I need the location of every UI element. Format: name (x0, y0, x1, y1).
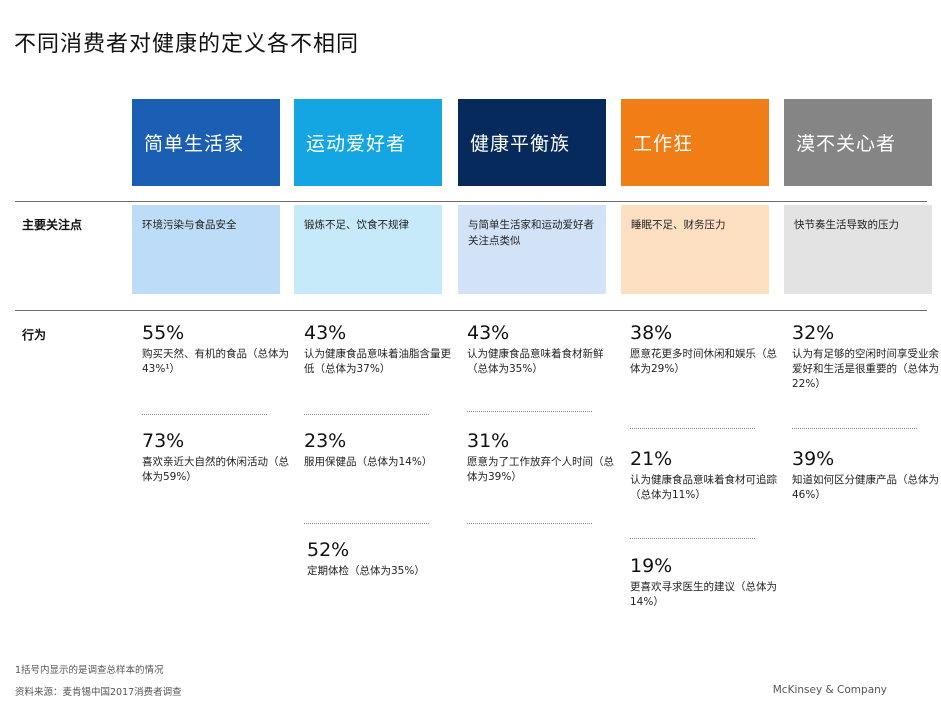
row-divider (15, 201, 927, 202)
column-header-indifferent: 漠不关心者 (784, 99, 932, 186)
stat-description: 认为健康食品意味着食材新鲜（总体为35%） (467, 348, 604, 375)
stat-description: 知道如何区分健康产品（总体为46%） (792, 474, 939, 501)
focus-box-indifferent: 快节奏生活导致的压力 (784, 205, 932, 294)
stat-description: 认为有足够的空闲时间享受业余爱好和生活是很重要的（总体为22%） (792, 348, 939, 390)
stat-divider (630, 428, 755, 429)
stat-divider (630, 538, 755, 539)
stat-percent: 52% (307, 539, 350, 561)
column-header-label: 工作狂 (633, 133, 694, 155)
stat-description: 购买天然、有机的食品（总体为43%¹） (142, 348, 289, 375)
stat-description: 认为健康食品意味着油脂含量更低（总体为37%） (304, 348, 451, 375)
column-header-sports-lover: 运动爱好者 (294, 99, 442, 186)
stat-divider (304, 414, 429, 415)
stat-percent: 23% (304, 430, 347, 452)
stat-percent: 32% (792, 322, 835, 344)
stat-block: 55% 购买天然、有机的食品（总体为43%¹） (142, 322, 292, 377)
row-divider (15, 310, 927, 311)
stat-block: 21% 认为健康食品意味着食材可追踪（总体为11%） (630, 448, 780, 503)
source-note: 资料来源：麦肯锡中国2017消费者调查 (15, 687, 182, 698)
column-header-simple-lifer: 简单生活家 (132, 99, 280, 186)
stat-description: 服用保健品（总体为14%） (304, 456, 433, 468)
stat-block: 31% 愿意为了工作放弃个人时间（总体为39%） (467, 430, 617, 485)
stat-percent: 19% (630, 555, 673, 577)
column-header-label: 简单生活家 (144, 133, 245, 155)
stat-description: 更喜欢寻求医生的建议（总体为14%） (630, 581, 777, 608)
column-header-label: 运动爱好者 (306, 133, 407, 155)
footnote: 1括号内显示的是调查总样本的情况 (15, 665, 164, 676)
focus-box-simple-lifer: 环境污染与食品安全 (132, 205, 280, 294)
focus-box-sports-lover: 锻炼不足、饮食不规律 (294, 205, 442, 294)
page-title: 不同消费者对健康的定义各不相同 (14, 32, 360, 57)
stat-divider (142, 414, 267, 415)
column-header-balanced: 健康平衡族 (458, 99, 606, 186)
stat-divider (792, 428, 917, 429)
stat-block: 23% 服用保健品（总体为14%） (304, 430, 454, 470)
stat-description: 定期体检（总体为35%） (307, 565, 425, 577)
stat-percent: 31% (467, 430, 510, 452)
stat-percent: 43% (304, 322, 347, 344)
stat-description: 愿意为了工作放弃个人时间（总体为39%） (467, 456, 614, 483)
column-header-label: 漠不关心者 (796, 133, 897, 155)
stat-block: 52% 定期体检（总体为35%） (307, 539, 457, 579)
stat-description: 认为健康食品意味着食材可追踪（总体为11%） (630, 474, 777, 501)
stat-block: 38% 愿意花更多时间休闲和娱乐（总体为29%） (630, 322, 780, 377)
stat-percent: 38% (630, 322, 673, 344)
stat-divider (467, 411, 592, 412)
stat-percent: 39% (792, 448, 835, 470)
stat-block: 73% 喜欢亲近大自然的休闲活动（总体为59%） (142, 430, 292, 485)
stat-block: 39% 知道如何区分健康产品（总体为46%） (792, 448, 941, 503)
focus-box-balanced: 与简单生活家和运动爱好者关注点类似 (458, 205, 606, 294)
column-header-label: 健康平衡族 (470, 133, 571, 155)
stat-percent: 43% (467, 322, 510, 344)
stat-description: 愿意花更多时间休闲和娱乐（总体为29%） (630, 348, 777, 375)
column-header-workaholic: 工作狂 (621, 99, 769, 186)
row-label-focus: 主要关注点 (22, 218, 83, 232)
row-label-behavior: 行为 (22, 328, 47, 342)
stat-percent: 55% (142, 322, 185, 344)
brand-name: McKinsey & Company (772, 684, 887, 696)
stat-description: 喜欢亲近大自然的休闲活动（总体为59%） (142, 456, 289, 483)
stat-percent: 21% (630, 448, 673, 470)
stat-divider (467, 523, 592, 524)
stat-percent: 73% (142, 430, 185, 452)
focus-box-workaholic: 睡眠不足、财务压力 (621, 205, 769, 294)
stat-block: 32% 认为有足够的空闲时间享受业余爱好和生活是很重要的（总体为22%） (792, 322, 941, 392)
stat-block: 19% 更喜欢寻求医生的建议（总体为14%） (630, 555, 780, 610)
stat-divider (304, 523, 429, 524)
stat-block: 43% 认为健康食品意味着油脂含量更低（总体为37%） (304, 322, 454, 377)
stat-block: 43% 认为健康食品意味着食材新鲜（总体为35%） (467, 322, 617, 377)
